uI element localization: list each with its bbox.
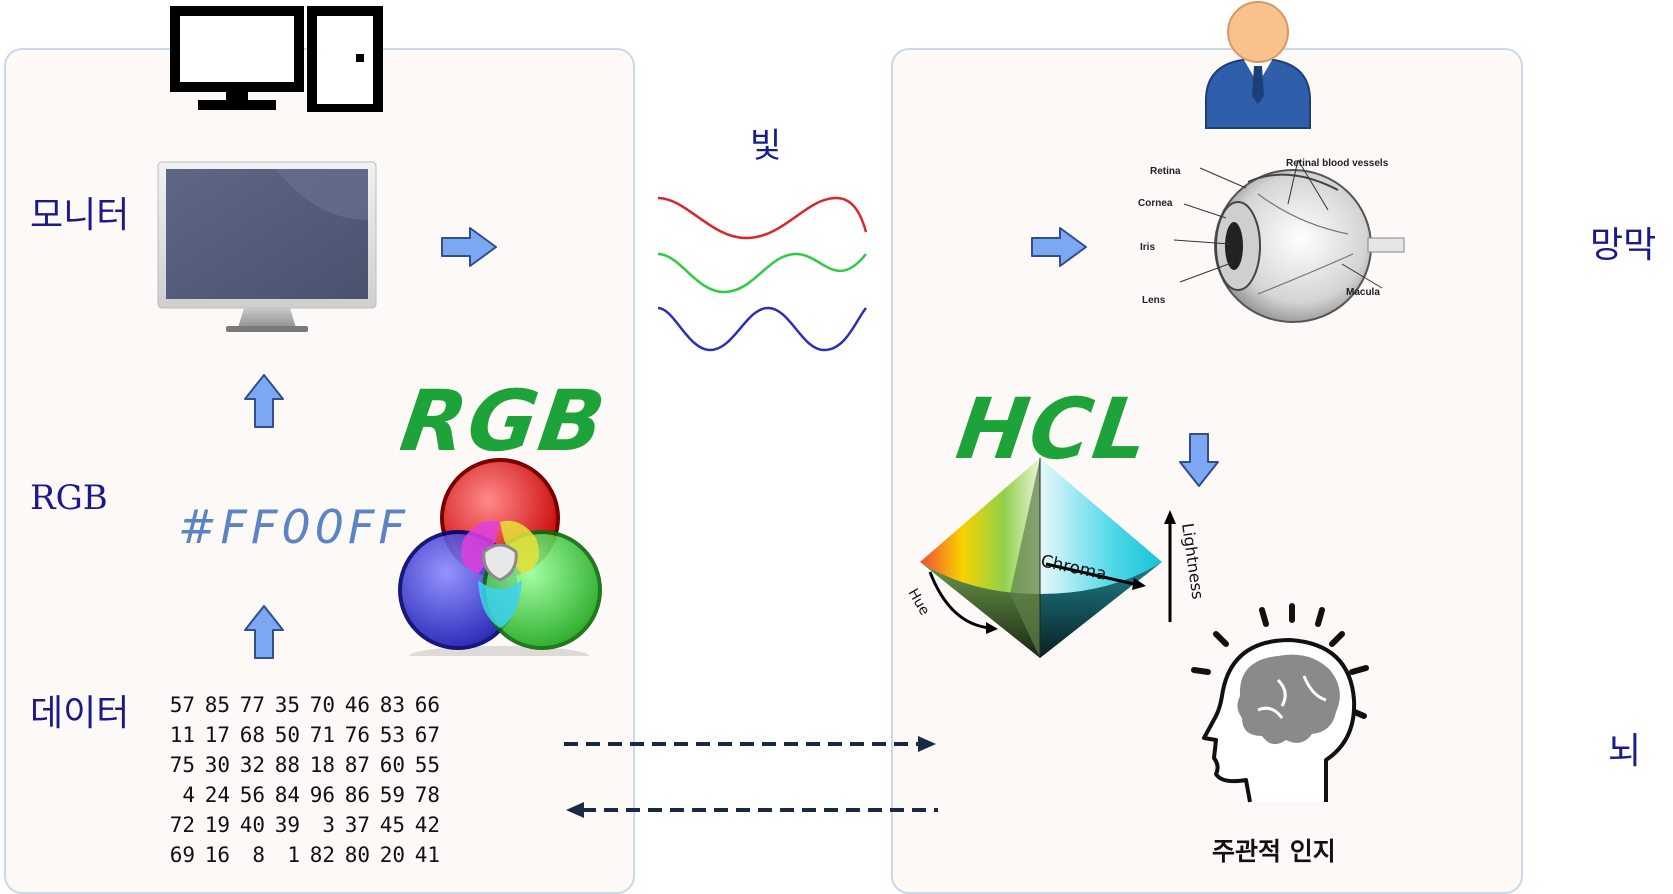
data-cell: 4 xyxy=(182,783,195,807)
data-cell: 84 xyxy=(274,783,300,807)
data-cell: 71 xyxy=(309,723,335,747)
label-data: 데이터 xyxy=(30,693,130,734)
data-cell: 67 xyxy=(414,723,440,747)
data-cell: 8 xyxy=(252,843,265,867)
data-cell: 57 xyxy=(169,693,195,717)
data-cell: 24 xyxy=(204,783,230,807)
eye-anatomy-icon: Retina Retinal blood vessels Cornea Iris… xyxy=(1138,158,1405,323)
data-cell: 17 xyxy=(204,723,230,747)
computer-icon xyxy=(170,6,383,112)
brain-head-icon xyxy=(1191,603,1369,803)
hcl-cone-icon: Chroma Hue Lightness xyxy=(905,458,1202,658)
data-cell: 80 xyxy=(344,843,370,867)
data-cell: 32 xyxy=(239,753,265,777)
data-cell: 68 xyxy=(239,723,265,747)
arrow-right-icon xyxy=(441,227,497,267)
hcl-hue-label: Hue xyxy=(905,586,933,618)
data-cell: 87 xyxy=(344,753,370,777)
data-cell: 1 xyxy=(287,843,300,867)
data-cell: 56 xyxy=(239,783,265,807)
eye-label-lens: Lens xyxy=(1142,295,1166,306)
data-cell: 11 xyxy=(169,723,195,747)
data-cell: 88 xyxy=(274,753,300,777)
user-icon xyxy=(1205,1,1311,129)
data-cell: 55 xyxy=(414,753,440,777)
label-monitor: 모니터 xyxy=(30,195,130,236)
light-waves-icon xyxy=(657,196,868,352)
data-cell: 86 xyxy=(344,783,370,807)
eye-label-macula: Macula xyxy=(1346,287,1380,298)
label-brain: 뇌 xyxy=(1608,731,1642,772)
data-row: 11 17 68 50 71 76 53 67 xyxy=(160,720,440,750)
data-cell: 40 xyxy=(239,813,265,837)
data-cell: 70 xyxy=(309,693,335,717)
data-cell: 42 xyxy=(414,813,440,837)
data-cell: 30 xyxy=(204,753,230,777)
data-row: 75 30 32 88 18 87 60 55 xyxy=(160,750,440,780)
data-cell: 20 xyxy=(379,843,405,867)
data-cell: 19 xyxy=(204,813,230,837)
data-row: 57 85 77 35 70 46 83 66 xyxy=(160,690,440,720)
hcl-lightness-label: Lightness xyxy=(1178,522,1202,600)
data-cell: 72 xyxy=(169,813,195,837)
arrow-up-icon xyxy=(244,374,284,428)
data-row: 72 19 40 39 3 37 45 42 xyxy=(160,810,440,840)
data-cell: 35 xyxy=(274,693,300,717)
data-cell: 16 xyxy=(204,843,230,867)
dashed-arrows xyxy=(564,736,938,818)
data-cell: 46 xyxy=(344,693,370,717)
data-cell: 96 xyxy=(309,783,335,807)
data-cell: 69 xyxy=(169,843,195,867)
data-cell: 76 xyxy=(344,723,370,747)
data-cell: 82 xyxy=(309,843,335,867)
data-cell: 75 xyxy=(169,753,195,777)
data-cell: 59 xyxy=(379,783,405,807)
eye-label-vessels: Retinal blood vessels xyxy=(1286,158,1389,169)
data-cell: 41 xyxy=(414,843,440,867)
data-cell: 66 xyxy=(414,693,440,717)
label-retina: 망막 xyxy=(1590,225,1657,266)
data-cell: 3 xyxy=(322,813,335,837)
monitor-icon xyxy=(157,161,377,332)
eye-label-cornea: Cornea xyxy=(1138,198,1173,209)
data-cell: 45 xyxy=(379,813,405,837)
eye-label-iris: Iris xyxy=(1140,242,1155,253)
data-cell: 78 xyxy=(414,783,440,807)
arrow-up-icon-2 xyxy=(244,605,284,659)
data-cell: 37 xyxy=(344,813,370,837)
label-light: 빛 xyxy=(750,126,782,166)
data-row: 4 24 56 84 96 86 59 78 xyxy=(160,780,440,810)
data-matrix: 57 85 77 35 70 46 83 66 11 17 68 50 71 7… xyxy=(160,690,440,870)
data-cell: 53 xyxy=(379,723,405,747)
data-cell: 50 xyxy=(274,723,300,747)
data-cell: 60 xyxy=(379,753,405,777)
rgb-venn-icon xyxy=(398,458,602,656)
label-cognition: 주관적 인지 xyxy=(1212,837,1336,866)
data-cell: 39 xyxy=(274,813,300,837)
data-cell: 83 xyxy=(379,693,405,717)
arrow-down-icon xyxy=(1179,433,1219,487)
data-row: 69 16 8 1 82 80 20 41 xyxy=(160,840,440,870)
data-cell: 18 xyxy=(309,753,335,777)
arrow-right-icon-2 xyxy=(1031,227,1087,267)
data-cell: 85 xyxy=(204,693,230,717)
label-rgb: RGB xyxy=(30,478,108,518)
data-cell: 77 xyxy=(239,693,265,717)
hex-code: #FF00FF xyxy=(178,500,409,554)
eye-label-retina: Retina xyxy=(1150,166,1181,177)
